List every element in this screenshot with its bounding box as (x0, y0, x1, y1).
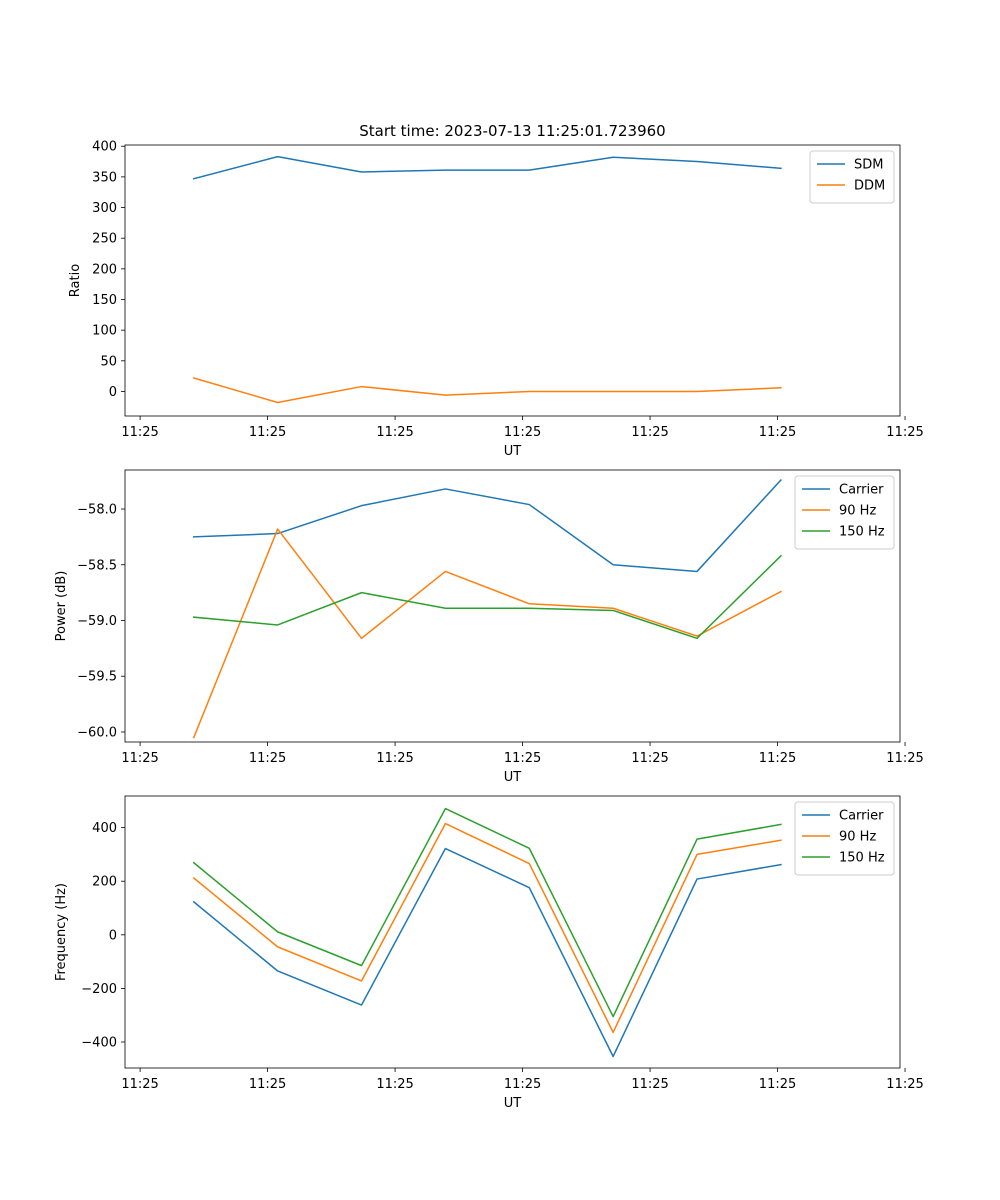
x-axis-label: UT (504, 444, 522, 459)
y-tick-label: 400 (92, 821, 117, 836)
series-line-carrier (192, 847, 782, 1058)
x-tick-label: 11:25 (631, 1077, 668, 1092)
x-axis-label: UT (504, 1096, 522, 1111)
y-tick-label: 300 (92, 201, 117, 216)
x-tick-label: 11:25 (504, 751, 541, 766)
legend-entry: 150 Hz (839, 851, 885, 866)
legend-entry: 90 Hz (839, 830, 876, 845)
y-tick-label: −400 (81, 1036, 117, 1051)
x-tick-label: 11:25 (504, 1077, 541, 1092)
legend-entry: Carrier (839, 809, 884, 824)
series-line-150-hz (192, 807, 782, 1018)
legend-entry: 90 Hz (839, 504, 876, 519)
x-tick-label: 11:25 (249, 1077, 286, 1092)
legend-entry: 150 Hz (839, 525, 885, 540)
y-tick-label: 400 (92, 140, 117, 155)
y-tick-label: −60.0 (77, 725, 117, 740)
y-tick-label: −59.0 (77, 614, 117, 629)
series-line-90-hz (192, 528, 782, 739)
y-tick-label: 200 (92, 262, 117, 277)
x-tick-label: 11:25 (249, 425, 286, 440)
x-tick-label: 11:25 (376, 751, 413, 766)
x-axis-label: UT (504, 770, 522, 785)
series-line-ddm (192, 377, 782, 404)
x-tick-label: 11:25 (759, 425, 796, 440)
y-tick-label: 350 (92, 170, 117, 185)
y-axis-label: Frequency (Hz) (54, 883, 69, 981)
y-tick-label: 50 (100, 354, 117, 369)
x-tick-label: 11:25 (886, 425, 923, 440)
x-tick-label: 11:25 (504, 425, 541, 440)
axes-frame (124, 469, 901, 743)
x-tick-label: 11:25 (759, 751, 796, 766)
x-tick-label: 11:25 (376, 425, 413, 440)
series-line-sdm (192, 155, 782, 180)
y-tick-label: −58.5 (77, 558, 117, 573)
legend-entry: SDM (854, 158, 883, 173)
y-tick-label: 250 (92, 232, 117, 247)
legend-entry: Carrier (839, 483, 884, 498)
x-tick-label: 11:25 (886, 1077, 923, 1092)
x-tick-label: 11:25 (631, 425, 668, 440)
series-line-90-hz (192, 822, 782, 1034)
x-tick-label: 11:25 (376, 1077, 413, 1092)
y-tick-label: 0 (109, 928, 117, 943)
x-tick-label: 11:25 (121, 751, 158, 766)
legend-entry: DDM (854, 179, 885, 194)
series-lines (192, 807, 782, 1058)
y-tick-label: 150 (92, 293, 117, 308)
axes-frame (124, 144, 901, 417)
y-tick-label: 200 (92, 875, 117, 890)
legend: SDM DDM (809, 150, 895, 204)
frequency-chart: 11:2511:2511:2511:2511:2511:2511:2511:26… (54, 795, 924, 1111)
y-tick-label: 100 (92, 324, 117, 339)
x-tick-label: 11:25 (121, 425, 158, 440)
x-tick-label: 11:25 (249, 751, 286, 766)
y-tick-label: −59.5 (77, 670, 117, 685)
x-tick-label: 11:25 (121, 1077, 158, 1092)
legend: Carrier 90 Hz 150 Hz (794, 801, 895, 876)
legend: Carrier 90 Hz 150 Hz (794, 475, 895, 550)
series-line-150-hz (192, 554, 782, 640)
power-chart: 11:2511:2511:2511:2511:2511:2511:2511:26… (54, 469, 924, 785)
y-tick-label: 0 (109, 385, 117, 400)
ratio-chart: Start time: 2023-07-13 11:25:01.723960 11… (68, 122, 924, 459)
chart-title: Start time: 2023-07-13 11:25:01.723960 (359, 122, 665, 140)
x-tick-label: 11:25 (631, 751, 668, 766)
axes-frame (124, 795, 901, 1069)
y-axis-label: Ratio (68, 264, 83, 297)
series-lines (192, 478, 782, 739)
x-tick-label: 11:25 (759, 1077, 796, 1092)
x-tick-label: 11:25 (886, 751, 923, 766)
y-tick-label: −200 (81, 982, 117, 997)
series-line-carrier (193, 478, 782, 573)
y-tick-label: −58.0 (77, 503, 117, 518)
y-axis-label: Power (dB) (54, 571, 69, 642)
series-lines (192, 155, 782, 404)
